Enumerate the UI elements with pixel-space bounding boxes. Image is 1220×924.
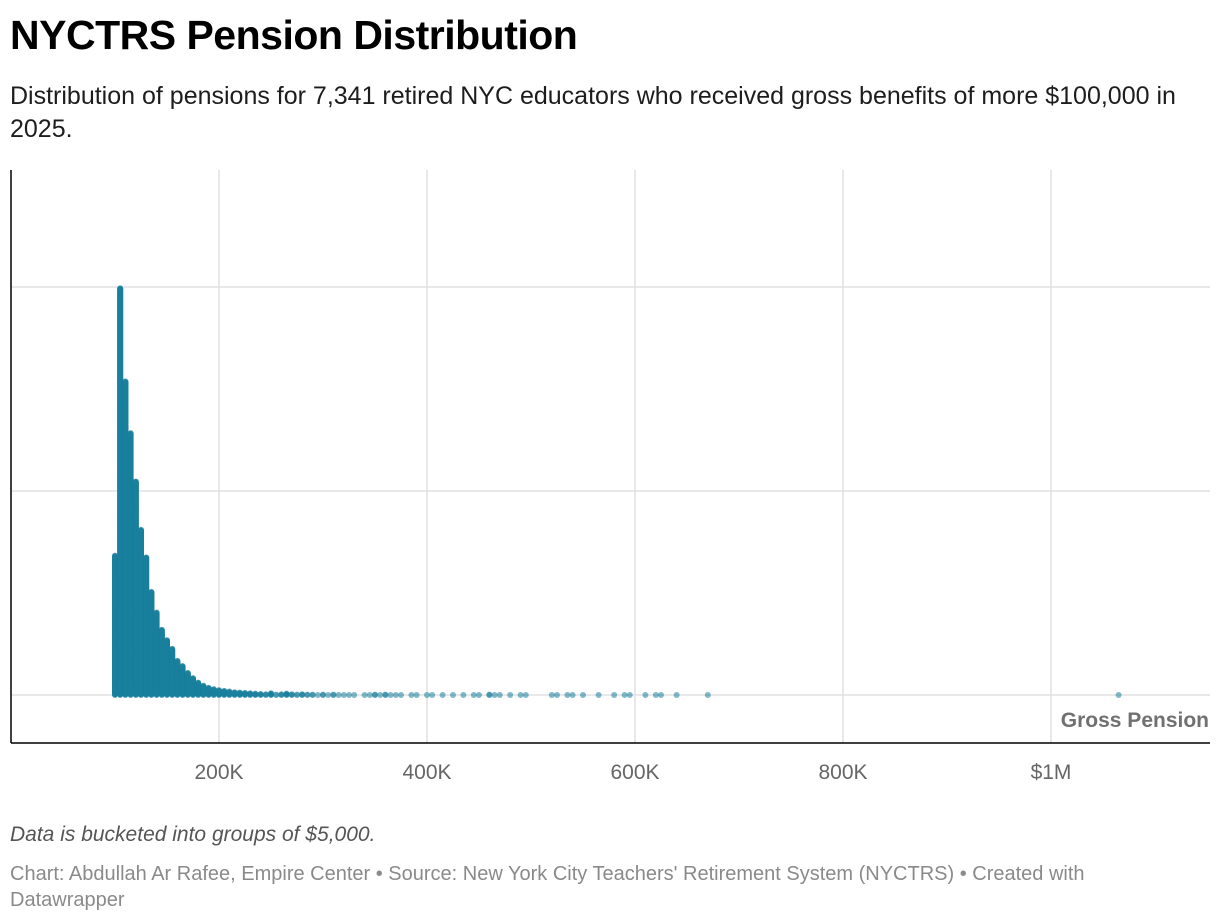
data-dot <box>112 552 118 559</box>
data-dot <box>122 378 129 385</box>
data-dot <box>138 526 144 533</box>
data-dots <box>112 285 1122 698</box>
data-dot <box>143 554 150 561</box>
data-dot <box>127 430 134 437</box>
dot-histogram-chart: 200K 400K 600K 800K $1M Gross Pension <box>10 170 1210 784</box>
data-dot <box>117 285 124 292</box>
chart-subtitle: Distribution of pensions for 7,341 retir… <box>10 82 1176 143</box>
data-dot <box>132 478 139 485</box>
chart-area: 200K 400K 600K 800K $1M Gross Pension <box>0 160 1220 800</box>
chart-title: NYCTRS Pension Distribution <box>10 12 578 58</box>
gridlines <box>11 170 1210 743</box>
